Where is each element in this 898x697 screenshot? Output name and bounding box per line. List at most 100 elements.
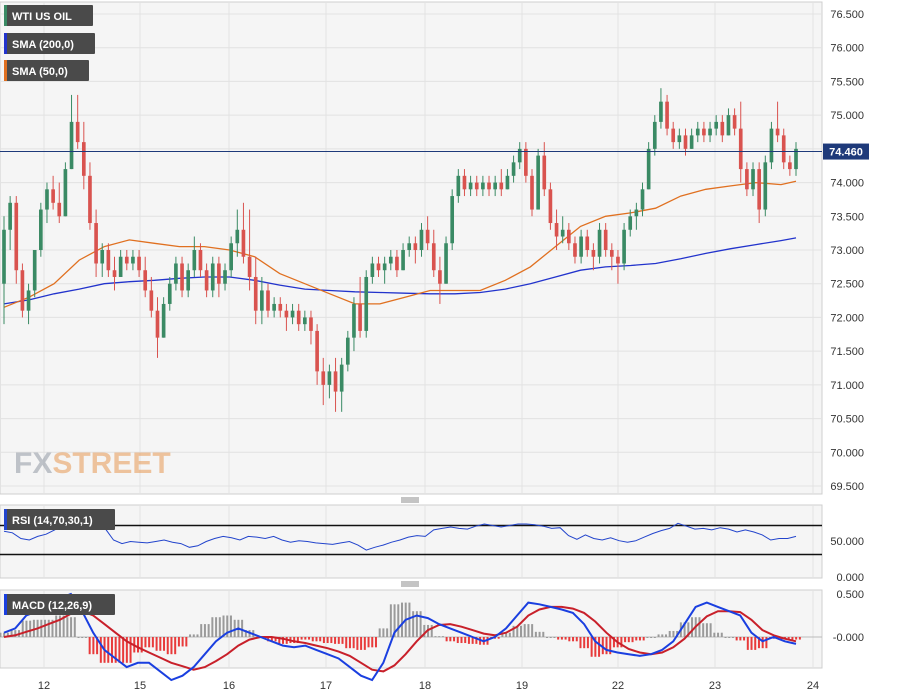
y-tick-label: 74.000 bbox=[830, 178, 864, 190]
candle-body bbox=[303, 317, 307, 325]
macd-hist-bar bbox=[627, 637, 630, 643]
candle-body bbox=[517, 148, 522, 163]
candle-body bbox=[155, 310, 160, 338]
candle-body bbox=[720, 121, 725, 136]
macd-hist-bar bbox=[137, 637, 139, 653]
macd-hist-bar bbox=[32, 619, 35, 637]
candle-body bbox=[167, 283, 172, 304]
y-tick-label: 75.500 bbox=[830, 76, 864, 88]
macd-hist-bar bbox=[88, 637, 91, 655]
candle-body bbox=[554, 223, 559, 237]
macd-hist-bar bbox=[441, 636, 444, 638]
candle-body bbox=[339, 364, 344, 392]
candle-body bbox=[333, 371, 338, 392]
macd-hist-bar bbox=[787, 637, 790, 640]
rsi-line bbox=[3, 522, 797, 551]
candle-body bbox=[794, 148, 798, 170]
macd-hist-bar bbox=[345, 637, 348, 649]
y-tick-label: 72.000 bbox=[830, 312, 864, 324]
candle-body bbox=[315, 330, 319, 372]
x-tick-label: 18 bbox=[419, 680, 431, 692]
macd-hist-bar bbox=[192, 634, 195, 637]
macd-hist-bar bbox=[177, 637, 180, 647]
macd-hist-bar bbox=[709, 623, 712, 637]
macd-hist-bar bbox=[125, 637, 128, 663]
y-tick-label: 71.000 bbox=[830, 380, 864, 392]
candle-body bbox=[769, 128, 774, 163]
macd-hist-bar bbox=[739, 637, 742, 641]
x-tick-label: 24 bbox=[807, 680, 819, 692]
candle-body bbox=[180, 263, 184, 291]
macd-hist-bar bbox=[534, 631, 537, 637]
macd-hist-bar bbox=[705, 623, 708, 637]
candle-body bbox=[560, 229, 565, 237]
candle-body bbox=[106, 250, 111, 271]
candle-body bbox=[223, 270, 227, 284]
macd-hist-bar bbox=[122, 637, 125, 663]
macd-hist-bar bbox=[638, 637, 641, 641]
sma50-legend-bg bbox=[4, 60, 89, 81]
macd-hist-bar bbox=[460, 637, 463, 644]
macd-hist-bar bbox=[47, 619, 50, 637]
candle-body bbox=[272, 303, 276, 311]
candle-body bbox=[370, 263, 375, 277]
candle-body bbox=[94, 223, 98, 264]
candle-body bbox=[481, 182, 485, 190]
candle-body bbox=[462, 175, 467, 190]
macd-hist-bar bbox=[456, 637, 459, 644]
macd-hist-bar bbox=[412, 611, 415, 637]
macd-hist-bar bbox=[229, 615, 232, 637]
macd-hist-bar bbox=[348, 637, 351, 649]
macd-hist-bar bbox=[464, 637, 467, 644]
macd-hist-bar bbox=[445, 637, 448, 642]
candle-body bbox=[591, 250, 596, 257]
candle-body bbox=[358, 303, 362, 331]
candle-body bbox=[603, 229, 608, 250]
macd-hist-bar bbox=[296, 637, 299, 644]
macd-hist-bar bbox=[21, 620, 24, 637]
macd-hist-bar bbox=[174, 637, 177, 655]
macd-hist-bar bbox=[434, 636, 437, 638]
candle-body bbox=[198, 250, 203, 271]
panel-resize-handle-2 bbox=[401, 581, 419, 587]
macd-hist-bar bbox=[449, 637, 452, 642]
macd-hist-bar bbox=[155, 637, 158, 651]
macd-hist-bar bbox=[519, 625, 522, 637]
macd-hist-bar bbox=[527, 624, 530, 637]
macd-hist-bar bbox=[315, 637, 318, 642]
macd-hist-bar bbox=[650, 637, 653, 638]
macd-hist-bar bbox=[397, 604, 400, 637]
macd-hist-bar bbox=[538, 631, 541, 637]
macd-hist-bar bbox=[378, 628, 381, 637]
macd-hist-bar bbox=[10, 630, 13, 637]
macd-hist-bar bbox=[564, 637, 567, 640]
macd-hist-bar bbox=[110, 637, 113, 663]
y-tick-label: 72.500 bbox=[830, 279, 864, 291]
sma200-legend-swatch bbox=[4, 33, 7, 54]
macd-hist-bar bbox=[612, 637, 615, 648]
candle-body bbox=[309, 317, 313, 331]
candle-body bbox=[788, 162, 792, 170]
sma200-line bbox=[3, 237, 797, 305]
macd-hist-bar bbox=[140, 637, 143, 653]
candle-body bbox=[781, 135, 786, 163]
candle-body bbox=[646, 148, 651, 190]
macd-hist-bar bbox=[583, 637, 586, 649]
candle-body bbox=[640, 189, 645, 210]
candle-body bbox=[45, 189, 49, 210]
candles-group bbox=[2, 88, 798, 412]
macd-hist-bar bbox=[382, 628, 385, 637]
macd-hist-bar bbox=[107, 637, 110, 663]
sma50-legend: SMA (50,0) bbox=[4, 60, 89, 81]
candle-body bbox=[51, 189, 55, 203]
macd-hist-bar bbox=[505, 632, 508, 637]
macd-hist-bar bbox=[341, 637, 344, 644]
macd-hist-bar bbox=[181, 637, 184, 647]
x-tick-label: 17 bbox=[320, 680, 332, 692]
macd-legend-bg bbox=[4, 594, 115, 615]
macd-hist-bar bbox=[620, 637, 623, 648]
macd-hist-bar bbox=[218, 617, 221, 637]
macd-hist-bar bbox=[720, 632, 723, 637]
macd-hist-bar bbox=[371, 637, 374, 648]
